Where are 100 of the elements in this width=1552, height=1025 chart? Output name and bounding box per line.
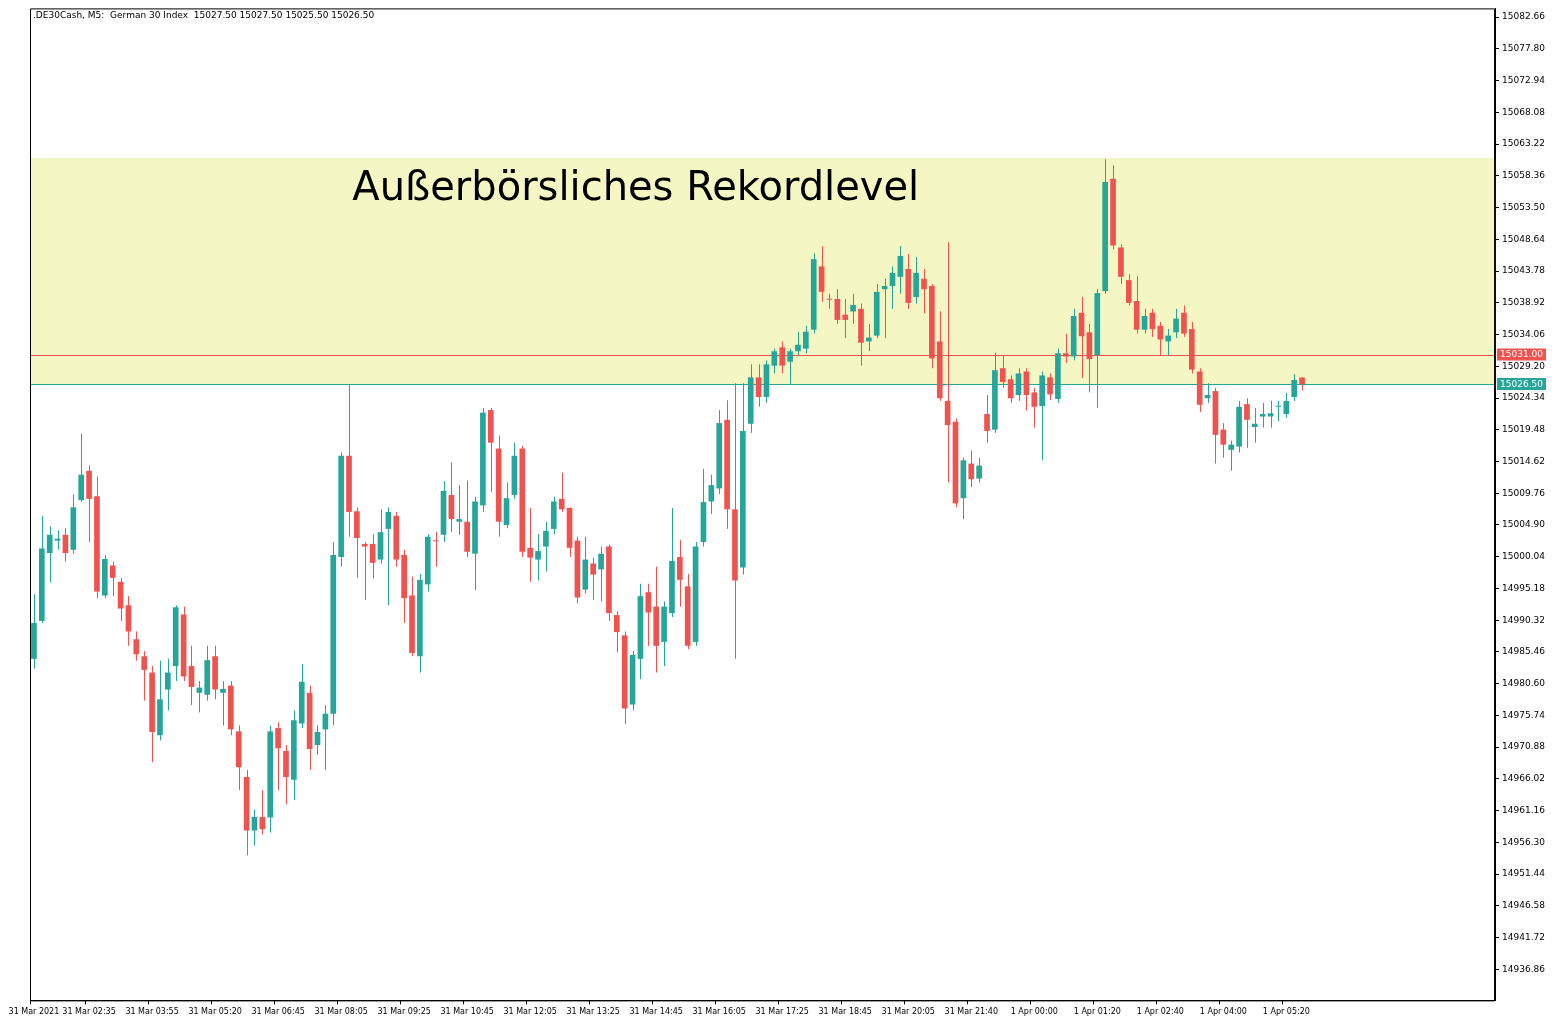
x-tick-label: 31 Mar 20:05 — [881, 1007, 935, 1017]
candlestick — [976, 457, 982, 484]
candlestick — [361, 541, 368, 601]
candlestick — [1244, 397, 1250, 449]
candlestick — [1283, 392, 1290, 419]
candlestick — [771, 348, 778, 374]
candlestick — [1228, 440, 1235, 472]
candlestick — [968, 450, 975, 488]
ref-line-label: 15031.00 — [1500, 349, 1544, 360]
candlestick — [133, 630, 140, 662]
x-tick-label: 31 Mar 13:25 — [566, 1007, 620, 1017]
y-tick-label: 14990.32 — [1502, 614, 1546, 625]
y-tick-label: 14941.72 — [1502, 931, 1546, 942]
x-tick-label: 31 Mar 21:40 — [944, 1007, 998, 1017]
x-tick-label: 31 Mar 10:45 — [440, 1007, 494, 1017]
candlestick — [220, 680, 226, 726]
x-tick-label: 1 Apr 05:20 — [1262, 1007, 1310, 1017]
y-tick-label: 15053.50 — [1502, 201, 1546, 212]
y-tick-label: 15082.66 — [1502, 11, 1546, 22]
candlestick — [1173, 308, 1179, 339]
candlestick — [645, 583, 652, 647]
candlestick — [46, 525, 53, 583]
chart-title: .DE30Cash, M5: German 30 Index 15027.50 15027.50 15025.50 15026.50 — [33, 10, 375, 21]
band-label: Außerbörsliches Rekordlevel — [352, 163, 920, 210]
y-tick-label: 14980.60 — [1502, 678, 1546, 689]
y-tick-label: 14961.16 — [1502, 804, 1546, 815]
candlestick — [842, 298, 849, 339]
candlestick — [1251, 407, 1258, 444]
candlestick — [141, 650, 148, 702]
y-tick-label: 15034.06 — [1502, 328, 1546, 339]
candlestick — [708, 474, 715, 515]
x-tick-label: 31 Mar 2021 — [8, 1007, 60, 1017]
y-tick-label: 15019.48 — [1502, 424, 1546, 435]
x-tick-label: 1 Apr 01:20 — [1073, 1007, 1121, 1017]
y-tick-label: 15000.04 — [1502, 551, 1546, 562]
candlestick — [984, 394, 990, 444]
candlestick — [1165, 328, 1172, 356]
y-tick-label: 15043.78 — [1502, 265, 1546, 276]
y-tick-label: 15058.36 — [1502, 170, 1546, 181]
y-tick-label: 14975.74 — [1502, 709, 1546, 720]
y-tick-label: 15004.90 — [1502, 519, 1546, 530]
x-tick-label: 1 Apr 04:00 — [1199, 1007, 1247, 1017]
candlestick — [1259, 402, 1266, 429]
candlestick — [535, 533, 541, 581]
candlestick — [1047, 372, 1053, 401]
x-tick-label: 31 Mar 08:05 — [314, 1007, 368, 1017]
candlestick — [1181, 305, 1187, 338]
y-tick-label: 15063.22 — [1502, 138, 1546, 149]
candlestick — [251, 809, 258, 847]
candlestick — [109, 561, 116, 597]
candlestick — [795, 331, 801, 356]
x-tick-label: 31 Mar 09:25 — [377, 1007, 431, 1017]
y-tick-label: 14985.46 — [1502, 646, 1546, 657]
y-tick-label: 15024.34 — [1502, 392, 1546, 403]
y-tick-label: 14951.44 — [1502, 868, 1546, 879]
y-tick-label: 15072.94 — [1502, 74, 1546, 85]
y-tick-label: 15038.92 — [1502, 297, 1546, 308]
candlestick — [456, 484, 463, 536]
x-tick-label: 31 Mar 16:05 — [692, 1007, 746, 1017]
candlestick — [613, 610, 620, 653]
x-tick-label: 31 Mar 02:35 — [62, 1007, 116, 1017]
y-tick-label: 14946.58 — [1502, 900, 1546, 911]
x-tick-label: 31 Mar 18:45 — [818, 1007, 872, 1017]
candlestick — [558, 472, 565, 513]
x-tick-label: 31 Mar 12:05 — [503, 1007, 557, 1017]
candlestick — [1125, 273, 1132, 307]
x-tick-label: 1 Apr 02:40 — [1136, 1007, 1184, 1017]
y-tick-label: 15068.08 — [1502, 106, 1546, 117]
candlestick — [165, 658, 171, 711]
y-tick-label: 14956.30 — [1502, 836, 1546, 847]
candlestick — [1141, 308, 1148, 335]
x-tick-label: 31 Mar 05:20 — [188, 1007, 242, 1017]
ref-line-label: 15026.50 — [1500, 378, 1544, 389]
candlestick — [590, 557, 597, 601]
candlestick — [1220, 422, 1227, 459]
candlestick — [543, 521, 549, 572]
y-tick-label: 15009.76 — [1502, 487, 1546, 498]
candlestick — [676, 539, 683, 608]
candlestick — [54, 529, 61, 551]
y-tick-label: 15029.20 — [1502, 360, 1546, 371]
x-tick-label: 31 Mar 03:55 — [125, 1007, 179, 1017]
candlestick — [527, 507, 533, 583]
y-tick-label: 14936.86 — [1502, 963, 1546, 974]
candlestick — [598, 546, 604, 602]
candlestick — [1267, 400, 1274, 429]
y-tick-label: 15014.62 — [1502, 455, 1546, 466]
candlestick — [1031, 387, 1038, 429]
candlestick — [275, 721, 281, 791]
x-tick-label: 31 Mar 14:45 — [629, 1007, 683, 1017]
candlestick — [755, 363, 762, 408]
candlestick — [921, 268, 927, 314]
y-tick-label: 14995.18 — [1502, 582, 1546, 593]
x-tick-label: 31 Mar 06:45 — [251, 1007, 305, 1017]
y-tick-label: 15077.80 — [1502, 43, 1546, 54]
candlestick — [850, 293, 856, 325]
y-tick-label: 14970.88 — [1502, 741, 1546, 752]
x-tick-label: 1 Apr 00:00 — [1010, 1007, 1058, 1017]
y-tick-label: 14966.02 — [1502, 773, 1546, 784]
x-tick-label: 31 Mar 17:25 — [755, 1007, 809, 1017]
candlestick — [803, 325, 809, 354]
